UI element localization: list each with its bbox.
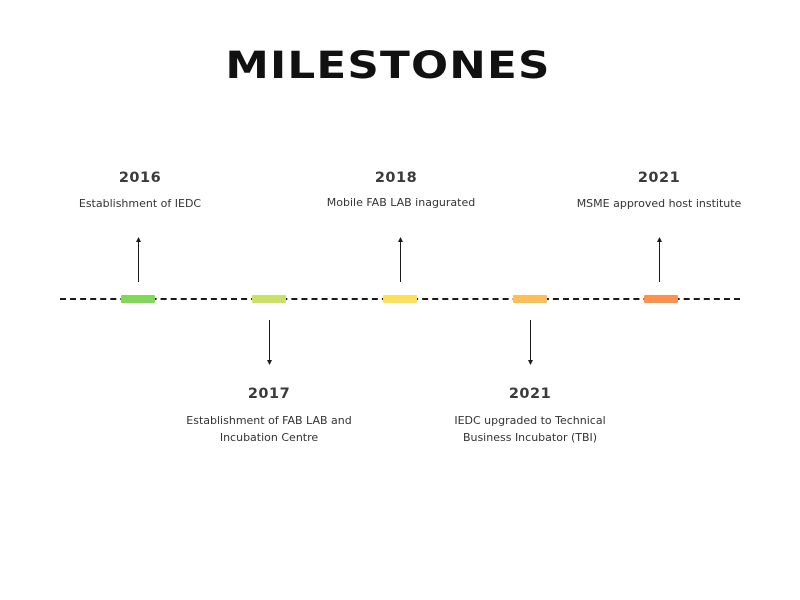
milestone-description: Establishment of FAB LAB and Incubation … bbox=[186, 414, 352, 444]
arrow-down-icon bbox=[265, 320, 274, 365]
milestone-marker-3 bbox=[383, 295, 417, 303]
arrow-down-icon bbox=[526, 320, 535, 365]
arrow-up-icon bbox=[396, 237, 405, 282]
milestone-marker-5 bbox=[644, 295, 678, 303]
milestone-year: 2016 bbox=[118, 170, 162, 186]
milestone-year: 2018 bbox=[374, 170, 418, 186]
milestone-year: 2021 bbox=[508, 386, 552, 402]
milestone-marker-2 bbox=[252, 295, 286, 303]
milestone-marker-4 bbox=[513, 295, 547, 303]
arrow-up-icon bbox=[655, 237, 664, 282]
milestone-year: 2017 bbox=[247, 386, 291, 402]
milestone-description: IEDC upgraded to Technical Business Incu… bbox=[454, 414, 606, 444]
milestone-year: 2021 bbox=[637, 170, 681, 186]
milestone-description: MSME approved host institute bbox=[576, 197, 742, 210]
milestone-description: Mobile FAB LAB inagurated bbox=[326, 196, 476, 209]
milestone-description: Establishment of IEDC bbox=[78, 197, 202, 210]
arrow-up-icon bbox=[134, 237, 143, 282]
page-title: MILESTONES bbox=[225, 44, 551, 87]
milestone-marker-1 bbox=[121, 295, 155, 303]
